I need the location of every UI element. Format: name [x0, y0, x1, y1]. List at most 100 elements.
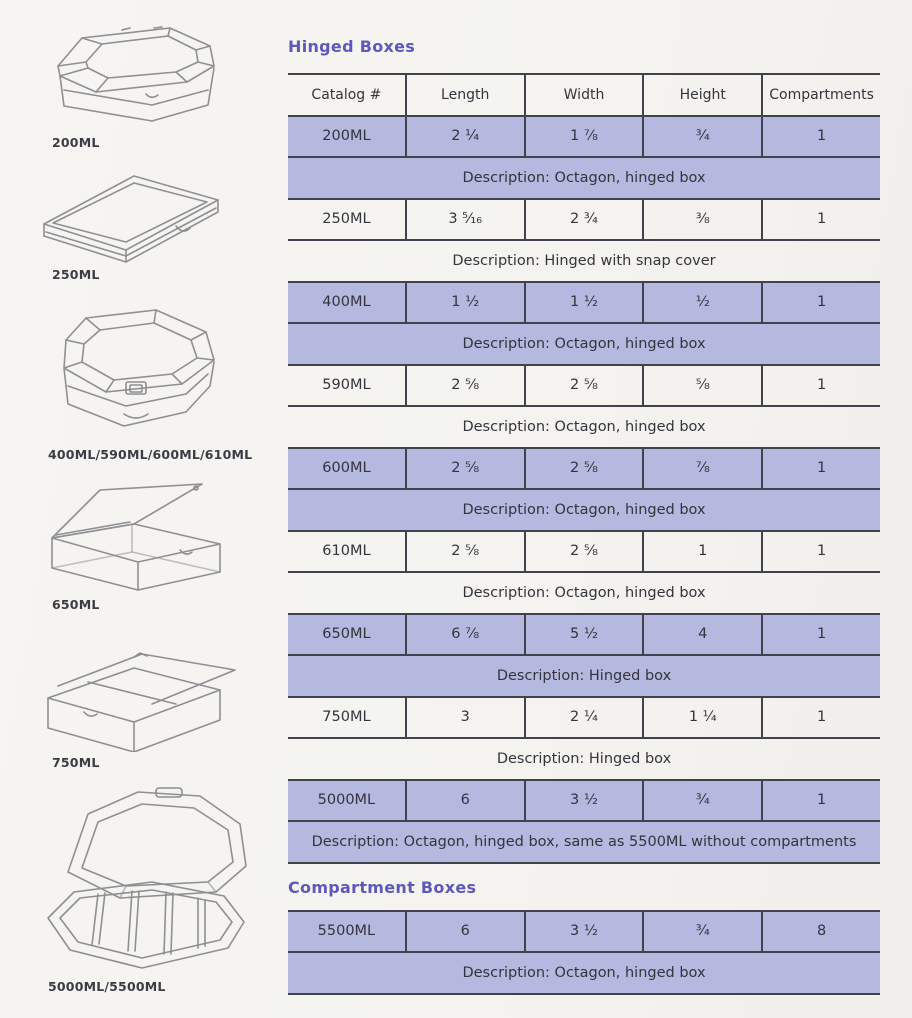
figure-label: 750ML	[52, 755, 100, 770]
table-row: 750ML 3 2 ¼ 1 ¼ 1	[288, 697, 880, 739]
table-row: 650ML 6 ⅞ 5 ½ 4 1	[288, 614, 880, 656]
width-cell: 1 ⅞	[523, 116, 643, 156]
column-header-length: Length	[404, 75, 524, 115]
figure-label: 250ML	[52, 267, 100, 282]
open-octagon-compartment-box-icon	[47, 787, 247, 969]
width-cell: 2 ⅝	[523, 448, 643, 488]
column-header-catalog: Catalog #	[311, 86, 382, 103]
width-cell: 3 ½	[523, 780, 643, 820]
catalog-cell: 590ML	[322, 377, 371, 394]
width-cell: 2 ¾	[523, 199, 643, 239]
table-row: 5500ML 6 3 ½ ¾ 8	[288, 911, 880, 953]
catalog-cell: 750ML	[322, 709, 371, 726]
table-row: 400ML 1 ½ 1 ½ ½ 1	[288, 282, 880, 324]
hinged-box-folding-lid-icon	[47, 652, 236, 752]
height-cell: 4	[642, 614, 761, 654]
catalog-cell: 5500ML	[317, 923, 376, 940]
figure-5000-5500ml: 5000ML/5500ML	[30, 780, 258, 994]
catalog-cell: 650ML	[322, 626, 371, 643]
height-cell: ½	[642, 282, 761, 322]
height-cell: ⅝	[642, 365, 761, 405]
table-row: 5000ML 6 3 ½ ¾ 1	[288, 780, 880, 822]
compartments-cell: 1	[761, 614, 880, 654]
length-cell: 3 ⁵⁄₁₆	[404, 199, 524, 239]
catalog-cell: 610ML	[322, 543, 371, 560]
table-row: 200ML 2 ¼ 1 ⅞ ¾ 1	[288, 116, 880, 158]
figure-label: 650ML	[52, 597, 100, 612]
width-cell: 2 ¼	[523, 697, 643, 737]
length-cell: 2 ¼	[404, 116, 524, 156]
width-cell: 2 ⅝	[523, 365, 643, 405]
figure-750ml: 750ML	[30, 628, 246, 770]
description-row: Description: Octagon, hinged box	[288, 953, 880, 995]
height-cell: 1	[642, 531, 761, 571]
description-row: Description: Hinged box	[288, 739, 880, 781]
height-cell: ¾	[642, 911, 761, 951]
height-cell: ⅜	[642, 199, 761, 239]
table-row: 250ML 3 ⁵⁄₁₆ 2 ¾ ⅜ 1	[288, 199, 880, 241]
figure-250ml: 250ML	[30, 162, 236, 282]
description-row: Description: Octagon, hinged box	[288, 573, 880, 615]
column-header-height: Height	[642, 75, 761, 115]
compartments-cell: 1	[761, 116, 880, 156]
compartments-cell: 1	[761, 531, 880, 571]
description-row: Description: Octagon, hinged box, same a…	[288, 822, 880, 864]
compartments-cell: 1	[761, 448, 880, 488]
height-cell: ⅞	[642, 448, 761, 488]
figure-650ml: 650ML	[30, 476, 242, 612]
height-cell: ¾	[642, 780, 761, 820]
table-row: 610ML 2 ⅝ 2 ⅝ 1 1	[288, 531, 880, 573]
description-row: Description: Octagon, hinged box	[288, 490, 880, 532]
width-cell: 3 ½	[523, 911, 643, 951]
length-cell: 1 ½	[404, 282, 524, 322]
compartment-boxes-heading: Compartment Boxes	[288, 877, 477, 897]
figure-400-610ml: 400ML/590ML/600ML/610ML	[30, 302, 252, 462]
hinged-boxes-table: Catalog # Length Width Height Compartmen…	[288, 73, 880, 864]
width-cell: 1 ½	[523, 282, 643, 322]
description-row: Description: Hinged with snap cover	[288, 241, 880, 283]
description-row: Description: Hinged box	[288, 656, 880, 698]
catalog-cell: 250ML	[322, 211, 371, 228]
spec-tables-column: Hinged Boxes Catalog # Length Width Heig…	[288, 0, 880, 995]
compartment-boxes-table: 5500ML 6 3 ½ ¾ 8 Description: Octagon, h…	[288, 909, 880, 995]
compartments-cell: 1	[761, 365, 880, 405]
catalog-cell: 5000ML	[317, 792, 376, 809]
length-cell: 3	[404, 697, 524, 737]
table-row: 590ML 2 ⅝ 2 ⅝ ⅝ 1	[288, 365, 880, 407]
length-cell: 6	[404, 780, 524, 820]
width-cell: 2 ⅝	[523, 531, 643, 571]
column-header-compartments: Compartments	[761, 75, 880, 115]
description-row: Description: Octagon, hinged box	[288, 158, 880, 200]
height-cell: 1 ¼	[642, 697, 761, 737]
compartments-cell: 8	[761, 911, 880, 951]
length-cell: 6 ⅞	[404, 614, 524, 654]
compartments-cell: 1	[761, 282, 880, 322]
octagon-hinged-box-icon	[63, 309, 215, 427]
open-hinged-box-icon	[51, 483, 221, 591]
height-cell: ¾	[642, 116, 761, 156]
column-header-width: Width	[523, 75, 643, 115]
compartments-cell: 1	[761, 199, 880, 239]
compartments-cell: 1	[761, 780, 880, 820]
catalog-cell: 400ML	[322, 294, 371, 311]
closed-octagon-hinged-box-icon	[57, 26, 215, 122]
length-cell: 2 ⅝	[404, 365, 524, 405]
hinged-boxes-heading: Hinged Boxes	[288, 37, 416, 56]
width-cell: 5 ½	[523, 614, 643, 654]
figure-label: 200ML	[52, 135, 100, 150]
slim-hinged-snap-cover-box-icon	[43, 175, 219, 263]
catalog-cell: 600ML	[322, 460, 371, 477]
table-row: 600ML 2 ⅝ 2 ⅝ ⅞ 1	[288, 448, 880, 490]
length-cell: 2 ⅝	[404, 531, 524, 571]
length-cell: 2 ⅝	[404, 448, 524, 488]
description-row: Description: Octagon, hinged box	[288, 324, 880, 366]
catalog-cell: 200ML	[322, 128, 371, 145]
description-row: Description: Octagon, hinged box	[288, 407, 880, 449]
illustration-column: 200ML 250ML	[30, 0, 284, 1018]
figure-label: 5000ML/5500ML	[48, 979, 166, 994]
table-header-row: Catalog # Length Width Height Compartmen…	[288, 75, 880, 117]
compartments-cell: 1	[761, 697, 880, 737]
figure-label: 400ML/590ML/600ML/610ML	[48, 447, 253, 462]
length-cell: 6	[404, 911, 524, 951]
